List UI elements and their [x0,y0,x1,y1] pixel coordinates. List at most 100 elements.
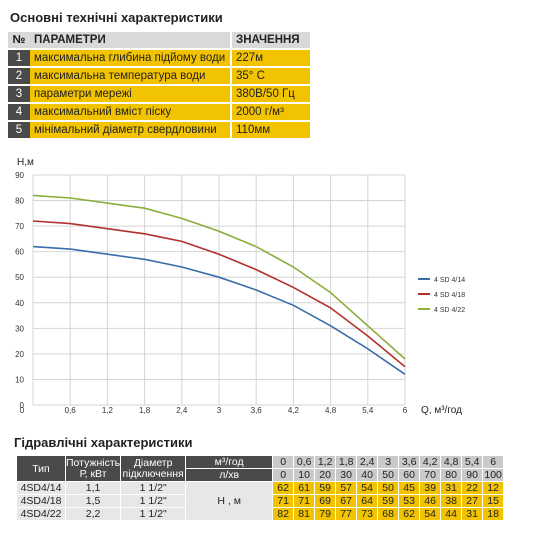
spec-row-value: 2000 г/м³ [230,104,310,120]
hyd-h-cell: 64 [356,494,379,508]
spec-header-param: ПАРАМЕТРИ [30,32,230,48]
legend-label: 4 SD 4/14 [434,277,465,284]
hyd-q-m3-cell: 1,2 [314,455,337,469]
y-tick-label: 50 [15,273,24,282]
hyd-h-cell: 59 [314,481,337,495]
x-tick-label: 5,4 [362,406,374,415]
legend-label: 4 SD 4/18 [434,292,465,299]
hyd-q-l-cell: 70 [419,468,442,482]
hyd-h-cell: 18 [482,507,505,521]
series-line [32,245,406,375]
y-tick-label: 20 [15,350,24,359]
hyd-h-cell: 12 [482,481,505,495]
x-tick-label: 0 [20,406,25,415]
hyd-h-cell: 81 [293,507,316,521]
hyd-header-row-2: л/хв 0 10 20 30 40 50 60 70 80 90 100 [17,468,505,482]
hyd-h-cell: 50 [377,481,400,495]
hyd-q-m3-cell: 4,2 [419,455,442,469]
y-tick-label: 0 [20,401,25,410]
x-tick-label: 3,6 [251,406,263,415]
hyd-header-q-l: л/хв [185,468,274,482]
hyd-header-type: Тип [16,455,66,482]
hyd-q-l-cell: 30 [335,468,358,482]
spec-row: 3 параметри мережі 380В/50 Гц [8,86,310,102]
spec-row-value: 35° С [230,68,310,84]
y-tick-label: 40 [15,299,24,308]
x-tick-label: 4,8 [325,406,337,415]
hyd-q-m3-cell: 6 [482,455,505,469]
hyd-power: 1,5 [64,494,122,508]
spec-row-param: максимальна глибина підйому води [30,50,230,66]
hyd-h-cell: 39 [419,481,442,495]
spec-header-num: № [8,32,30,48]
spec-row-param: максимальний вміст піску [30,104,230,120]
hyd-h-cell: 38 [440,494,463,508]
spec-row-num: 3 [8,86,30,102]
series-line [32,220,406,368]
x-tick-label: 1,8 [139,406,151,415]
hyd-row: 4SD4/22 2,2 1 1/2" 82 81 79 77 73 68 62 54 44 31 1… [16,507,505,521]
y-tick-label: 80 [15,197,24,206]
y-axis-label: H,м [17,157,34,168]
x-axis-label: Q, м³/год [421,405,462,416]
hyd-q-m3-cell: 4,8 [440,455,463,469]
spec-row-value: 380В/50 Гц [230,86,310,102]
hyd-type: 4SD4/14 [16,481,66,495]
hyd-header-q-m3: м³/год [185,455,274,469]
hyd-q-m3-cell: 3,6 [398,455,421,469]
hyd-h-cell: 45 [398,481,421,495]
hyd-h-cell: 31 [461,507,484,521]
spec-header-row: № ПАРАМЕТРИ ЗНАЧЕННЯ [8,32,310,48]
x-tick-label: 6 [403,406,408,415]
hyd-q-m3-cell: 2,4 [356,455,379,469]
hyd-h-cell: 79 [314,507,337,521]
hyd-h-cell: 67 [335,494,358,508]
hyd-h-cell: 77 [335,507,358,521]
x-tick-label: 0,6 [65,406,77,415]
hyd-h-cell: 71 [272,494,295,508]
x-tick-label: 2,4 [176,406,188,415]
y-tick-label: 70 [15,222,24,231]
hyd-h-cell: 15 [482,494,505,508]
spec-table: № ПАРАМЕТРИ ЗНАЧЕННЯ 1 максимальна глиби… [8,30,310,140]
hyd-q-l-cell: 20 [314,468,337,482]
hyd-h-cell: 61 [293,481,316,495]
hyd-q-l-cell: 60 [398,468,421,482]
hydraulic-title: Гідравлічні характеристики [14,435,193,450]
spec-row: 5 мінімальний діаметр свердловини 110мм [8,122,310,138]
hyd-h-cell: 54 [356,481,379,495]
hyd-h-cell: 46 [419,494,442,508]
spec-row: 1 максимальна глибина підйому води 227м [8,50,310,66]
hyd-h-cell: 62 [272,481,295,495]
hyd-h-cell: 57 [335,481,358,495]
hyd-q-l-cell: 50 [377,468,400,482]
hyd-q-l-cell: 90 [461,468,484,482]
spec-title: Основні технічні характеристики [10,10,223,25]
hyd-h-cell: 82 [272,507,295,521]
y-tick-label: 90 [15,171,24,180]
hyd-q-m3-cell: 0,6 [293,455,316,469]
hyd-header-power: Потужність Р, кВт [64,455,122,482]
hyd-q-m3-cell: 5,4 [461,455,484,469]
y-tick-label: 10 [15,375,24,384]
spec-row-value: 227м [230,50,310,66]
hyd-header-diameter: Діаметр підключення [120,455,187,482]
hyd-q-l-cell: 0 [272,468,295,482]
hyd-h-cell: 69 [314,494,337,508]
hyd-header-row: Тип Потужність Р, кВт Діаметр підключенн… [16,455,505,482]
spec-row-param: мінімальний діаметр свердловини [30,122,230,138]
hyd-type: 4SD4/18 [16,494,66,508]
spec-row: 2 максимальна температура води 35° С [8,68,310,84]
spec-row-num: 4 [8,104,30,120]
pump-performance-chart: 0 10 20 30 40 50 60 70 80 90 0 0,6 1,2 1,8 2,4 3 3,6 4,2 4… [15,157,465,416]
spec-row: 4 максимальний вміст піску 2000 г/м³ [8,104,310,120]
hyd-h-cell: 62 [398,507,421,521]
x-tick-label: 1,2 [102,406,114,415]
hyd-h-cell: 68 [377,507,400,521]
hyd-power: 1,1 [64,481,122,495]
y-tick-label: 60 [15,248,24,257]
hyd-h-cell: 73 [356,507,379,521]
hyd-q-l-cell: 100 [482,468,505,482]
hyd-q-l-cell: 80 [440,468,463,482]
hyd-h-cell: 27 [461,494,484,508]
